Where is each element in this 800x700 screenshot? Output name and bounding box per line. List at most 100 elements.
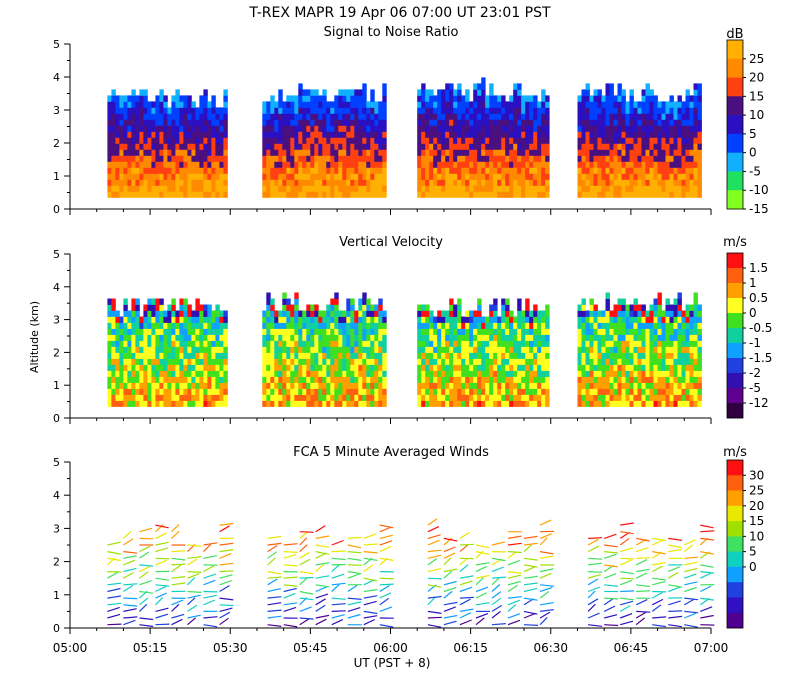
heat-cell — [115, 101, 120, 108]
wind-barb — [171, 524, 180, 533]
heat-cell — [445, 370, 450, 377]
wind-barb — [203, 594, 217, 599]
heat-cell — [533, 388, 538, 395]
heat-cell — [649, 191, 654, 198]
heat-cell — [593, 358, 598, 365]
heat-cell — [183, 322, 188, 329]
wind-barb — [636, 537, 650, 542]
heat-cell — [139, 95, 144, 102]
heat-cell — [306, 382, 311, 389]
heat-cell — [123, 370, 128, 377]
heat-cell — [497, 107, 502, 114]
heat-cell — [577, 376, 582, 383]
heat-cell — [449, 95, 454, 102]
wind-barb — [123, 584, 134, 593]
heat-cell — [318, 173, 323, 180]
heat-cell — [306, 167, 311, 174]
heat-cell — [445, 89, 450, 96]
heat-cell — [653, 358, 658, 365]
heat-cell — [465, 352, 470, 359]
heat-cell — [417, 119, 422, 126]
heat-cell — [127, 119, 132, 126]
heat-cell — [358, 382, 363, 389]
heat-cell — [417, 149, 422, 156]
heat-cell — [346, 155, 351, 162]
heat-cell — [653, 185, 658, 192]
heat-cell — [449, 161, 454, 168]
heat-cell — [131, 394, 136, 401]
heat-cell — [322, 119, 327, 126]
heat-cell — [382, 346, 387, 353]
heat-cell — [167, 149, 172, 156]
heat-cell — [597, 340, 602, 347]
heat-cell — [163, 370, 168, 377]
heat-cell — [278, 364, 283, 371]
heat-cell — [286, 167, 291, 174]
heat-cell — [589, 358, 594, 365]
heat-cell — [417, 191, 422, 198]
heat-cell — [338, 382, 343, 389]
heat-cell — [362, 346, 367, 353]
heat-cell — [541, 310, 546, 317]
heat-cell — [489, 149, 494, 156]
heat-cell — [322, 334, 327, 341]
heat-cell — [179, 185, 184, 192]
wind-profile — [603, 533, 619, 627]
heat-cell — [203, 376, 208, 383]
heat-cell — [183, 101, 188, 108]
heat-cell — [641, 322, 646, 329]
heat-cell — [266, 119, 271, 126]
wind-barb — [107, 602, 122, 606]
heat-cell — [453, 334, 458, 341]
heat-cell — [429, 131, 434, 138]
snr-panel: Signal to Noise Ratio012345dB2520151050-… — [53, 25, 769, 216]
heat-cell — [485, 185, 490, 192]
heat-cell — [330, 388, 335, 395]
wind-barb — [427, 577, 442, 580]
heat-cell — [677, 334, 682, 341]
heat-cell — [445, 364, 450, 371]
heat-cell — [282, 113, 287, 120]
heat-cell — [342, 143, 347, 150]
wind-barb — [219, 604, 234, 607]
heat-cell — [597, 400, 602, 407]
heat-cell — [318, 101, 323, 108]
wind-barb — [684, 581, 698, 586]
heat-cell — [223, 394, 228, 401]
wind-barb — [347, 573, 360, 579]
heat-cell — [370, 131, 375, 138]
heat-cell — [525, 370, 530, 377]
heat-cell — [378, 143, 383, 150]
heat-cell — [505, 119, 510, 126]
wind-barb — [363, 610, 378, 615]
wind-barb — [219, 549, 234, 553]
heat-cell — [469, 388, 474, 395]
heat-cell — [497, 191, 502, 198]
heat-cell — [135, 310, 140, 317]
heat-cell — [151, 376, 156, 383]
heat-cell — [370, 125, 375, 132]
heat-cell — [505, 155, 510, 162]
heat-cell — [533, 334, 538, 341]
heat-cell — [107, 95, 112, 102]
heat-cell — [139, 370, 144, 377]
heat-cell — [338, 131, 343, 138]
heat-cell — [417, 304, 422, 311]
heat-cell — [302, 155, 307, 162]
heat-cell — [294, 119, 299, 126]
heat-cell — [505, 167, 510, 174]
heat-cell — [195, 328, 200, 335]
heat-cell — [203, 322, 208, 329]
heat-cell — [661, 346, 666, 353]
heat-cell — [489, 370, 494, 377]
heat-cell — [645, 161, 650, 168]
heat-cell — [421, 113, 426, 120]
heat-cell — [597, 364, 602, 371]
heat-cell — [183, 364, 188, 371]
heat-cell — [689, 149, 694, 156]
wind-barb — [459, 612, 472, 619]
heat-cell — [286, 304, 291, 311]
heat-cell — [159, 376, 164, 383]
heat-cell — [501, 298, 506, 305]
heat-cell — [358, 334, 363, 341]
